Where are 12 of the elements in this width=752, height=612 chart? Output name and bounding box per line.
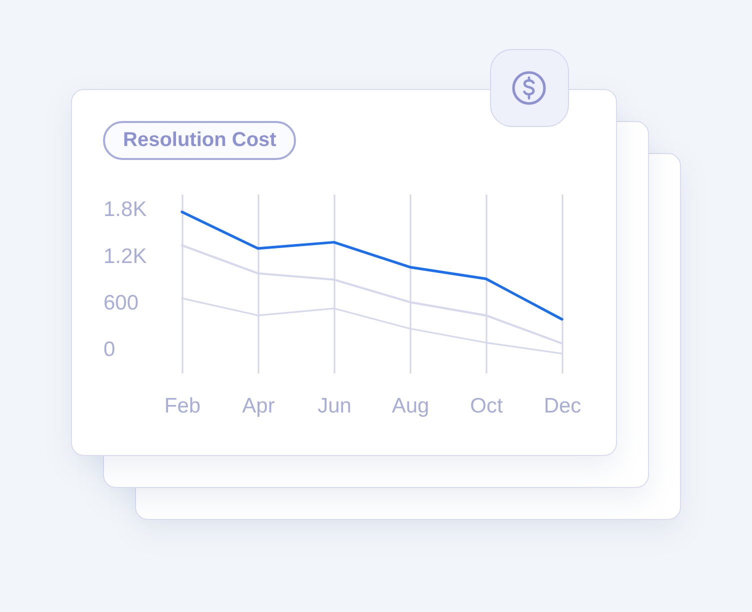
x-tick-label: Dec <box>544 394 582 418</box>
y-tick-label: 0 <box>104 338 116 362</box>
x-tick-label: Apr <box>242 394 275 418</box>
line-series <box>180 210 564 321</box>
x-tick-label: Feb <box>164 394 201 418</box>
y-tick-label: 600 <box>104 291 139 314</box>
y-tick-label: 1.8K <box>104 198 147 222</box>
chart-title: Resolution Cost <box>103 121 296 160</box>
x-tick-label: Aug <box>392 394 430 418</box>
x-tick-label: Oct <box>470 394 503 418</box>
y-tick-label: 1.2K <box>104 244 147 268</box>
x-tick-label: Jun <box>318 394 352 418</box>
